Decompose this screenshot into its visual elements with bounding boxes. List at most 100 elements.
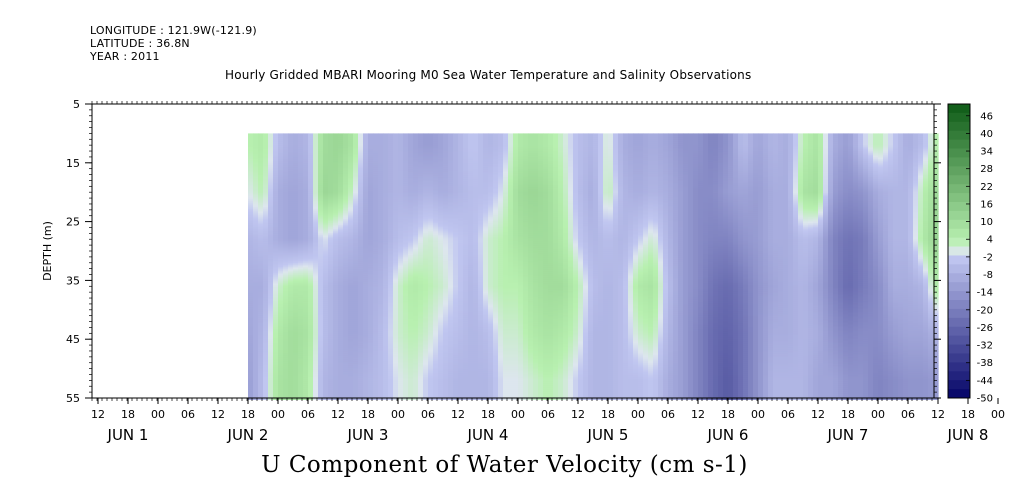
heatmap-cell [358,225,364,228]
heatmap-cell [293,287,299,290]
heatmap-cell [353,251,359,254]
heatmap-cell [353,237,359,240]
heatmap-cell [248,207,254,210]
heatmap-cell [303,293,309,296]
heatmap-cell [348,329,354,332]
heatmap-cell [358,237,364,240]
heatmap-cell [248,397,254,400]
heatmap-cell [383,237,389,240]
heatmap-cell [363,265,369,268]
heatmap-cell [253,333,259,336]
heatmap-cell [248,289,254,292]
heatmap-cell [403,343,409,346]
heatmap-cell [258,281,264,284]
heatmap-cell [403,291,409,294]
heatmap-cell [318,267,324,270]
heatmap-cell [318,277,324,280]
heatmap-cell [288,221,294,224]
heatmap-cell [368,197,374,200]
heatmap-cell [338,365,344,368]
heatmap-cell [388,195,394,198]
heatmap-cell [383,255,389,258]
heatmap-cell [258,243,264,246]
heatmap-cell [383,323,389,326]
heatmap-cell [313,179,319,182]
heatmap-cell [278,243,284,246]
heatmap-cell [268,297,274,300]
heatmap-cell [338,283,344,286]
heatmap-cell [263,177,269,180]
heatmap-cell [373,259,379,262]
heatmap-cell [388,307,394,310]
heatmap-cell [333,389,339,392]
heatmap-cell [328,277,334,280]
heatmap-cell [373,275,379,278]
heatmap-cell [393,205,399,208]
heatmap-cell [253,285,259,288]
heatmap-cell [278,203,284,206]
heatmap-cell [368,223,374,226]
heatmap-cell [273,321,279,324]
heatmap-cell [373,187,379,190]
heatmap-cell [348,195,354,198]
heatmap-cell [408,375,414,378]
heatmap-cell [313,355,319,358]
heatmap-cell [403,305,409,308]
heatmap-cell [258,359,264,362]
heatmap-cell [358,367,364,370]
heatmap-cell [313,261,319,264]
heatmap-cell [368,151,374,154]
heatmap-cell [273,225,279,228]
heatmap-cell [303,135,309,138]
heatmap-cell [318,275,324,278]
heatmap-cell [373,331,379,334]
heatmap-cell [363,289,369,292]
heatmap-cell [388,275,394,278]
heatmap-cell [293,151,299,154]
heatmap-cell [323,231,329,234]
heatmap-cell [303,375,309,378]
heatmap-cell [278,195,284,198]
heatmap-cell [368,177,374,180]
heatmap-cell [353,375,359,378]
heatmap-cell [278,207,284,210]
heatmap-cell [378,183,384,186]
heatmap-cell [268,271,274,274]
heatmap-cell [338,289,344,292]
heatmap-cell [403,309,409,312]
heatmap-cell [398,265,404,268]
heatmap-cell [348,165,354,168]
heatmap-cell [293,209,299,212]
heatmap-cell [403,223,409,226]
heatmap-cell [268,135,274,138]
heatmap-cell [263,261,269,264]
heatmap-cell [308,327,314,330]
heatmap-cell [328,281,334,284]
heatmap-cell [373,339,379,342]
heatmap-cell [413,181,419,184]
heatmap-cell [258,147,264,150]
heatmap-cell [363,161,369,164]
heatmap-cell [358,285,364,288]
heatmap-cell [263,371,269,374]
heatmap-cell [388,367,394,370]
heatmap-cell [328,335,334,338]
heatmap-cell [303,137,309,140]
heatmap-cell [353,233,359,236]
heatmap-cell [403,195,409,198]
heatmap-cell [333,303,339,306]
heatmap-cell [298,261,304,264]
heatmap-cell [378,269,384,272]
heatmap-cell [253,377,259,380]
heatmap-cell [268,387,274,390]
heatmap-cell [408,217,414,220]
heatmap-cell [323,223,329,226]
heatmap-cell [313,233,319,236]
heatmap-cell [308,143,314,146]
heatmap-cell [248,189,254,192]
heatmap-cell [393,171,399,174]
heatmap-cell [348,315,354,318]
heatmap-cell [313,327,319,330]
heatmap-cell [313,143,319,146]
heatmap-cell [383,203,389,206]
